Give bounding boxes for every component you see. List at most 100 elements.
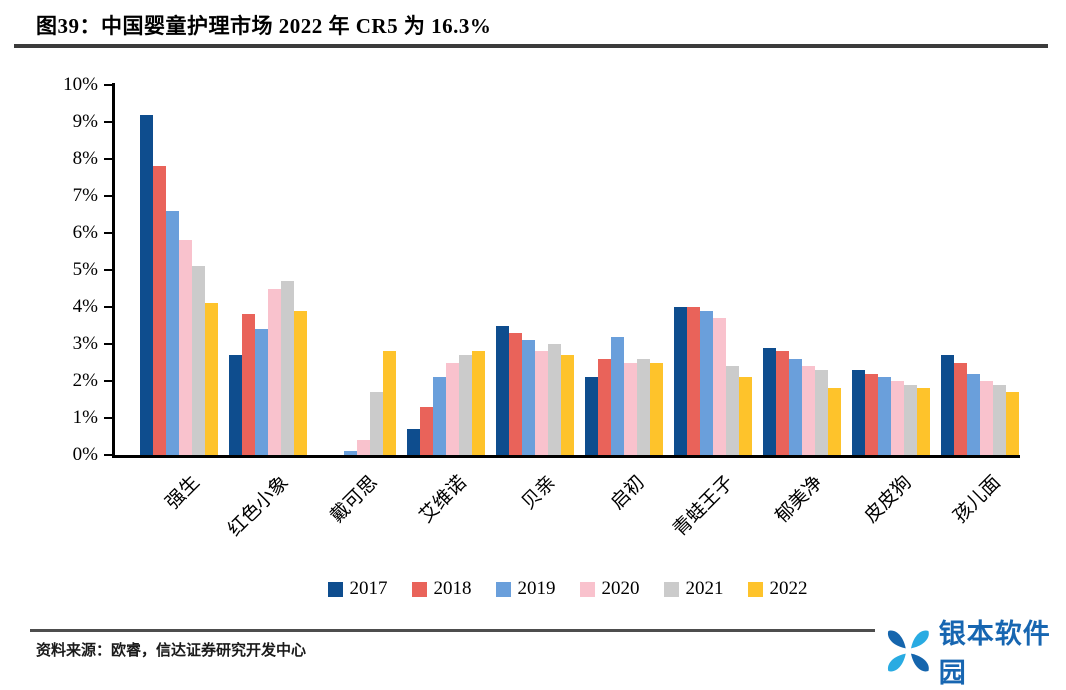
bar-2020-艾维诺 bbox=[446, 362, 459, 455]
y-axis-label: 0% bbox=[72, 444, 98, 465]
bar-2019-贝亲 bbox=[522, 340, 535, 455]
legend-swatch-icon bbox=[495, 581, 511, 597]
y-axis-line bbox=[112, 83, 115, 458]
bar-2017-皮皮狗 bbox=[852, 369, 865, 455]
bar-2018-青蛙王子 bbox=[687, 307, 700, 455]
legend-item-2018: 2018 bbox=[411, 578, 472, 600]
bar-2022-强生 bbox=[205, 303, 218, 455]
bar-2022-艾维诺 bbox=[472, 351, 485, 455]
bar-2017-艾维诺 bbox=[407, 429, 420, 455]
bar-2020-贝亲 bbox=[535, 351, 548, 455]
y-axis-tick bbox=[104, 269, 112, 271]
bar-2022-启初 bbox=[650, 362, 663, 455]
bar-group-9 bbox=[852, 85, 930, 455]
title-underline bbox=[14, 44, 1048, 48]
bar-2022-青蛙王子 bbox=[739, 377, 752, 455]
legend-label: 2020 bbox=[601, 578, 640, 599]
y-axis-tick bbox=[104, 417, 112, 419]
bar-2017-强生 bbox=[140, 114, 153, 455]
y-axis-label: 7% bbox=[72, 185, 98, 206]
bar-2018-启初 bbox=[598, 358, 611, 455]
bar-2018-贝亲 bbox=[509, 332, 522, 455]
y-axis-tick bbox=[104, 380, 112, 382]
y-axis-label: 2% bbox=[72, 370, 98, 391]
y-axis-label: 4% bbox=[72, 296, 98, 317]
y-axis-label: 6% bbox=[72, 222, 98, 243]
bar-2021-青蛙王子 bbox=[726, 366, 739, 455]
bar-2019-郁美净 bbox=[789, 358, 802, 455]
bar-2018-红色小象 bbox=[242, 314, 255, 455]
y-axis-tick bbox=[104, 343, 112, 345]
bar-2020-戴可思 bbox=[357, 440, 370, 455]
bar-group-6 bbox=[585, 85, 663, 455]
bar-2017-孩儿面 bbox=[941, 355, 954, 455]
bar-2018-皮皮狗 bbox=[865, 373, 878, 455]
bar-group-3 bbox=[318, 85, 396, 455]
pinwheel-logo-icon bbox=[887, 630, 929, 672]
y-axis-label: 10% bbox=[63, 74, 98, 95]
bar-2021-贝亲 bbox=[548, 344, 561, 455]
bar-2021-皮皮狗 bbox=[904, 384, 917, 455]
bar-2021-红色小象 bbox=[281, 281, 294, 455]
legend-item-2022: 2022 bbox=[747, 578, 808, 600]
bar-2020-青蛙王子 bbox=[713, 318, 726, 455]
bar-2019-戴可思 bbox=[344, 451, 357, 455]
legend-item-2021: 2021 bbox=[663, 578, 724, 600]
legend-label: 2018 bbox=[433, 578, 472, 599]
y-axis-tick bbox=[104, 121, 112, 123]
bar-2021-孩儿面 bbox=[993, 384, 1006, 455]
bar-2022-皮皮狗 bbox=[917, 388, 930, 455]
bar-2017-贝亲 bbox=[496, 325, 509, 455]
bar-2022-红色小象 bbox=[294, 310, 307, 455]
bar-group-2 bbox=[229, 85, 307, 455]
bar-group-7 bbox=[674, 85, 752, 455]
bar-group-5 bbox=[496, 85, 574, 455]
bar-2019-孩儿面 bbox=[967, 373, 980, 455]
bar-2020-孩儿面 bbox=[980, 381, 993, 455]
brand-logo-text: 银本软件园 bbox=[938, 619, 1051, 688]
y-axis-tick bbox=[104, 84, 112, 86]
y-axis-label: 5% bbox=[72, 259, 98, 280]
bar-2019-红色小象 bbox=[255, 329, 268, 455]
y-axis-tick bbox=[104, 306, 112, 308]
bar-2017-郁美净 bbox=[763, 347, 776, 455]
y-axis-label: 9% bbox=[72, 111, 98, 132]
legend-item-2019: 2019 bbox=[495, 578, 556, 600]
chart-legend: 2017 2018 2019 2020 2021 2022 bbox=[115, 576, 1020, 602]
bar-2019-艾维诺 bbox=[433, 377, 446, 455]
legend-swatch-icon bbox=[663, 581, 679, 597]
bar-2019-启初 bbox=[611, 336, 624, 455]
legend-swatch-icon bbox=[747, 581, 763, 597]
bar-2018-艾维诺 bbox=[420, 406, 433, 455]
bar-2020-启初 bbox=[624, 362, 637, 455]
bar-2018-郁美净 bbox=[776, 351, 789, 455]
legend-label: 2017 bbox=[349, 578, 388, 599]
bar-2021-郁美净 bbox=[815, 369, 828, 455]
y-axis-label: 1% bbox=[72, 407, 98, 428]
y-axis-label: 8% bbox=[72, 148, 98, 169]
footer-divider bbox=[30, 629, 875, 632]
y-axis-tick bbox=[104, 232, 112, 234]
bar-2017-启初 bbox=[585, 377, 598, 455]
bar-2021-启初 bbox=[637, 358, 650, 455]
legend-item-2017: 2017 bbox=[327, 578, 388, 600]
brand-logo: 银本软件园 bbox=[882, 612, 1066, 690]
x-axis-line bbox=[112, 455, 1020, 458]
bar-group-4 bbox=[407, 85, 485, 455]
bar-2021-艾维诺 bbox=[459, 355, 472, 455]
y-axis-tick bbox=[104, 454, 112, 456]
bar-group-8 bbox=[763, 85, 841, 455]
bar-group-1 bbox=[140, 85, 218, 455]
figure-title: 图39：中国婴童护理市场 2022 年 CR5 为 16.3% bbox=[36, 14, 492, 38]
bar-2022-郁美净 bbox=[828, 388, 841, 455]
bar-2018-孩儿面 bbox=[954, 362, 967, 455]
source-note: 资料来源：欧睿，信达证券研究开发中心 bbox=[36, 643, 307, 659]
bar-2019-青蛙王子 bbox=[700, 310, 713, 455]
legend-label: 2022 bbox=[769, 578, 808, 599]
y-axis-tick bbox=[104, 158, 112, 160]
x-axis: 强生 红色小象 戴可思 艾维诺 贝亲 启初 青蛙王子 郁美净 皮皮狗 孩儿面 bbox=[115, 468, 1020, 578]
bar-2021-强生 bbox=[192, 266, 205, 455]
legend-item-2020: 2020 bbox=[579, 578, 640, 600]
legend-label: 2019 bbox=[517, 578, 556, 599]
bar-2022-孩儿面 bbox=[1006, 392, 1019, 455]
